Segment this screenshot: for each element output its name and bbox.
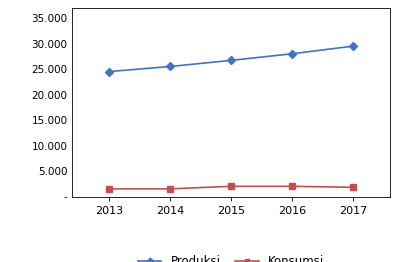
Produksi <box>106 70 111 73</box>
Konsumsi <box>106 187 111 190</box>
Produksi <box>289 52 294 55</box>
Konsumsi <box>289 185 294 188</box>
Produksi <box>350 45 355 48</box>
Konsumsi <box>228 185 233 188</box>
Konsumsi <box>350 186 355 189</box>
Legend: Produksi, Konsumsi: Produksi, Konsumsi <box>138 255 324 262</box>
Produksi <box>167 65 172 68</box>
Line: Produksi: Produksi <box>106 43 355 74</box>
Konsumsi <box>167 187 172 190</box>
Line: Konsumsi: Konsumsi <box>106 183 355 192</box>
Produksi <box>228 59 233 62</box>
